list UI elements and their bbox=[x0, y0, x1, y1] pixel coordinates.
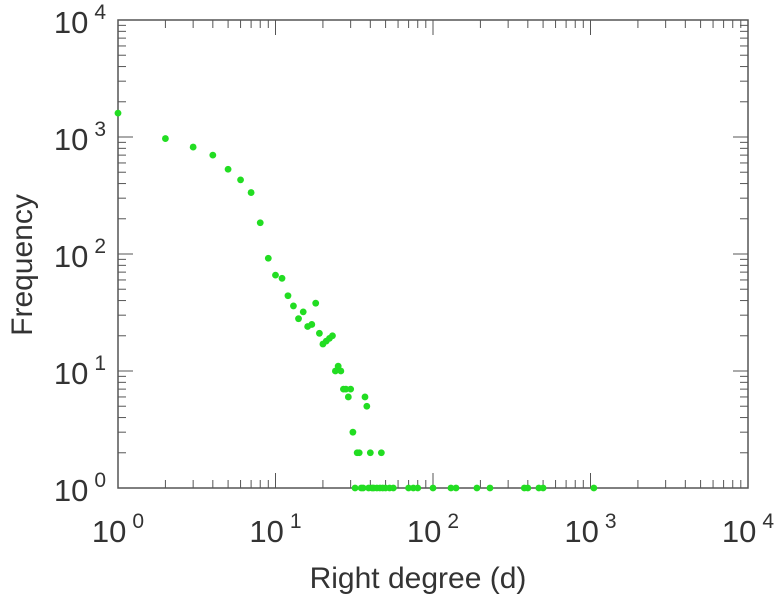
data-point bbox=[312, 299, 320, 307]
data-point bbox=[344, 393, 352, 401]
data-point bbox=[237, 176, 244, 184]
data-point bbox=[209, 151, 217, 159]
x-tick-label: 10 4 bbox=[722, 510, 774, 549]
data-point bbox=[363, 402, 371, 410]
y-tick-label: 10 4 bbox=[54, 1, 106, 40]
data-point bbox=[447, 484, 455, 492]
data-point bbox=[337, 367, 345, 375]
y-axis-label: Frequency bbox=[6, 194, 39, 336]
data-point bbox=[162, 135, 169, 142]
data-point bbox=[429, 484, 437, 492]
data-point bbox=[377, 449, 385, 457]
y-tick-label: 10 0 bbox=[54, 469, 106, 508]
data-point bbox=[264, 254, 272, 262]
data-point bbox=[539, 484, 547, 492]
data-point bbox=[290, 302, 297, 310]
data-point bbox=[256, 219, 264, 227]
data-point bbox=[308, 321, 316, 328]
data-point bbox=[524, 484, 532, 492]
data-point bbox=[349, 428, 357, 436]
data-point bbox=[361, 393, 369, 401]
data-point bbox=[114, 109, 122, 117]
major-ticks bbox=[117, 19, 749, 489]
data-point bbox=[359, 484, 367, 492]
data-point bbox=[224, 165, 232, 173]
data-point bbox=[247, 189, 255, 196]
x-tick-label: 10 2 bbox=[407, 510, 459, 549]
data-point bbox=[189, 143, 197, 151]
y-tick-label: 10 3 bbox=[54, 118, 106, 157]
data-point bbox=[366, 449, 374, 457]
x-tick-label: 10 1 bbox=[249, 510, 301, 549]
data-point bbox=[351, 484, 359, 492]
y-tick-label: 10 1 bbox=[54, 352, 106, 391]
plot-frame bbox=[117, 19, 749, 489]
data-points bbox=[114, 109, 598, 492]
data-point bbox=[414, 484, 422, 492]
data-point bbox=[342, 385, 350, 393]
x-tick-labels: 10 0 10 1 10 2 10 3 10 4 bbox=[92, 510, 774, 549]
data-point bbox=[473, 484, 481, 492]
data-point bbox=[295, 315, 302, 323]
minor-ticks bbox=[118, 20, 748, 488]
data-point bbox=[299, 308, 307, 316]
data-point bbox=[284, 292, 292, 300]
data-point bbox=[486, 484, 494, 492]
data-point bbox=[389, 484, 397, 492]
data-point bbox=[316, 329, 323, 337]
data-point bbox=[329, 332, 336, 340]
data-point bbox=[272, 271, 279, 279]
x-axis-label: Right degree (d) bbox=[310, 562, 527, 595]
data-point bbox=[590, 484, 598, 492]
y-tick-label: 10 2 bbox=[54, 235, 106, 274]
data-point bbox=[452, 484, 460, 492]
x-tick-label: 10 3 bbox=[564, 510, 616, 549]
data-point bbox=[355, 449, 363, 457]
data-point bbox=[278, 274, 286, 282]
data-point bbox=[347, 385, 355, 393]
x-tick-label: 10 0 bbox=[92, 510, 144, 549]
data-point bbox=[405, 484, 413, 492]
